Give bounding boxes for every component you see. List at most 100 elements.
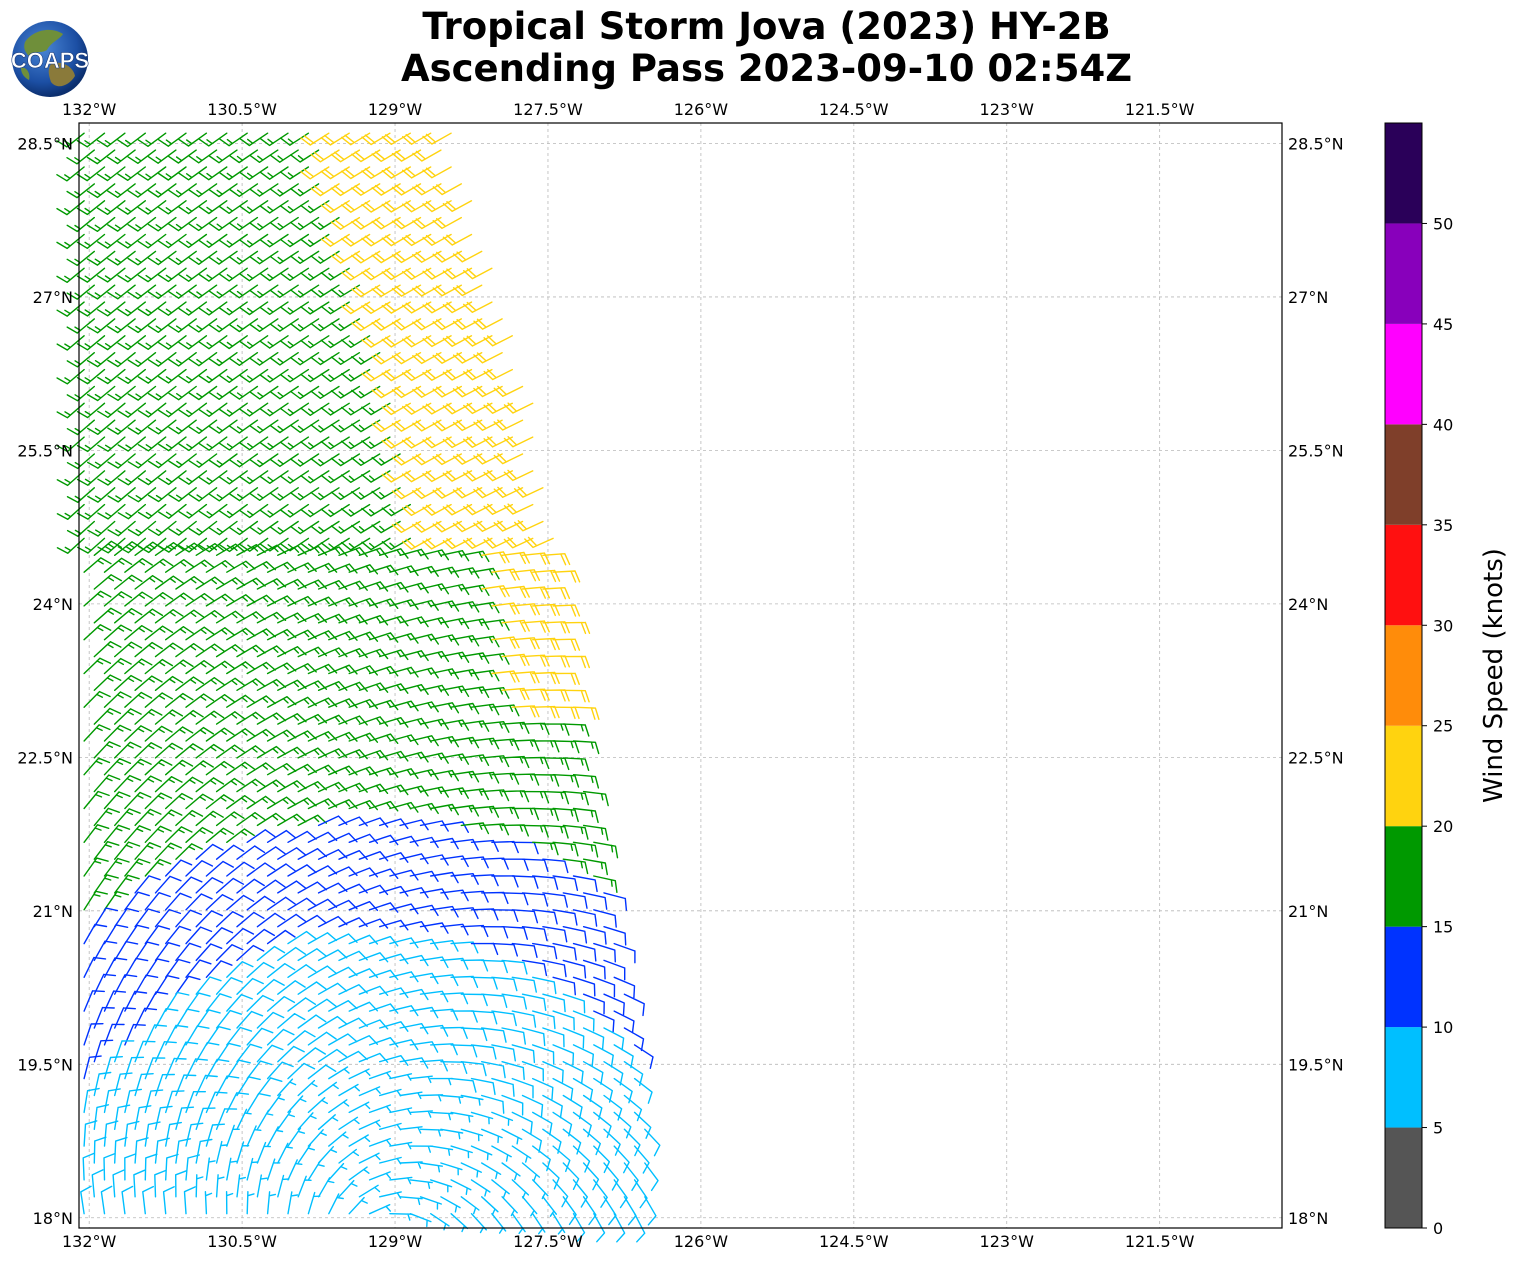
wind-barb xyxy=(215,877,245,894)
wind-barb xyxy=(205,860,234,877)
wind-barb xyxy=(511,1179,530,1199)
wind-barb xyxy=(470,567,500,580)
wind-barb xyxy=(521,858,549,873)
wind-barb xyxy=(473,520,503,532)
wind-barb xyxy=(297,1047,326,1063)
colorbar-tick-label: 0 xyxy=(1433,1219,1443,1238)
wind-barb xyxy=(582,824,609,841)
wind-barb xyxy=(144,858,172,877)
wind-barb xyxy=(246,762,276,776)
wind-barb xyxy=(259,233,289,248)
wind-barb xyxy=(358,547,389,558)
wind-barb xyxy=(175,1170,188,1198)
wind-barb xyxy=(521,1196,538,1217)
wind-barb xyxy=(114,841,141,860)
wind-barb xyxy=(175,1138,192,1164)
wind-barb xyxy=(483,470,513,482)
wind-barb xyxy=(603,993,625,1016)
wind-barb xyxy=(134,974,159,995)
wind-barb xyxy=(137,200,167,215)
wind-barb xyxy=(368,1037,399,1048)
wind-barb xyxy=(463,267,493,280)
wind-barb xyxy=(613,1077,633,1104)
wind-barb xyxy=(379,953,409,965)
wind-barb xyxy=(300,402,330,416)
wind-barb xyxy=(117,436,146,452)
wind-barb xyxy=(195,877,224,894)
wind-barb xyxy=(198,132,228,147)
wind-barb xyxy=(501,824,529,837)
wind-barb xyxy=(409,1145,433,1153)
wind-barb xyxy=(310,453,340,467)
wind-barb xyxy=(239,132,269,147)
wind-barb xyxy=(236,1174,246,1198)
wind-barb xyxy=(542,824,569,839)
wind-barb xyxy=(633,1145,650,1174)
wind-barb xyxy=(409,904,439,917)
wind-barb xyxy=(165,559,194,573)
wind-barb xyxy=(481,891,509,905)
wind-barb xyxy=(66,216,95,233)
wind-barb xyxy=(440,855,469,868)
wind-barb xyxy=(246,829,276,843)
wind-barb xyxy=(178,132,208,147)
wind-barb xyxy=(491,1111,514,1126)
wind-barb xyxy=(470,635,500,648)
wind-barb xyxy=(124,658,153,675)
colorbar-tick-label: 45 xyxy=(1433,315,1453,334)
wind-barb xyxy=(107,352,136,368)
wind-barb xyxy=(300,470,330,484)
wind-barb xyxy=(147,149,177,164)
wind-barb xyxy=(300,132,330,146)
wind-barb xyxy=(83,590,112,607)
wind-barb xyxy=(103,824,131,843)
wind-barb xyxy=(603,1196,617,1226)
wind-barb xyxy=(409,972,439,985)
wind-barb xyxy=(450,838,479,851)
wind-barb xyxy=(552,774,580,788)
wind-barb xyxy=(470,737,500,750)
wind-barb xyxy=(440,1094,464,1104)
wind-barb xyxy=(236,678,266,691)
wind-barb xyxy=(188,216,218,232)
wind-barb xyxy=(215,677,246,691)
wind-barb xyxy=(66,352,95,368)
wind-barb xyxy=(379,1156,402,1165)
wind-barb xyxy=(87,453,116,469)
wind-barb xyxy=(175,942,202,962)
wind-barb xyxy=(229,487,259,502)
wind-barb xyxy=(168,487,197,502)
wind-barb xyxy=(582,959,606,980)
wind-barb xyxy=(66,250,95,266)
wind-barb xyxy=(300,503,330,518)
wind-barb xyxy=(249,284,279,299)
lat-tick-label-left: 24°N xyxy=(33,595,73,614)
wind-barb xyxy=(552,875,579,891)
wind-barb xyxy=(133,1169,146,1198)
wind-barb xyxy=(256,879,286,894)
wind-barb xyxy=(117,368,146,384)
wind-barb xyxy=(266,1093,285,1114)
wind-barb xyxy=(97,301,126,317)
wind-barb xyxy=(338,1148,360,1164)
wind-barb xyxy=(399,988,429,1001)
wind-barb xyxy=(358,1119,381,1130)
wind-barb xyxy=(409,1006,439,1019)
wind-barb xyxy=(165,626,194,641)
wind-barb xyxy=(97,233,126,249)
wind-barb xyxy=(144,558,174,573)
wind-barb xyxy=(348,698,378,710)
wind-barb xyxy=(317,546,348,557)
wind-barb xyxy=(134,1105,152,1130)
wind-barb xyxy=(236,644,266,658)
wind-barb xyxy=(287,964,317,978)
wind-barb xyxy=(379,615,409,627)
wind-barb xyxy=(280,470,310,484)
wind-barb xyxy=(218,166,248,181)
wind-barb xyxy=(107,318,136,334)
wind-barb xyxy=(279,335,310,349)
wind-barb xyxy=(178,503,208,519)
wind-barb xyxy=(368,1137,392,1147)
wind-barb xyxy=(225,1191,234,1215)
wind-barb xyxy=(368,902,399,913)
